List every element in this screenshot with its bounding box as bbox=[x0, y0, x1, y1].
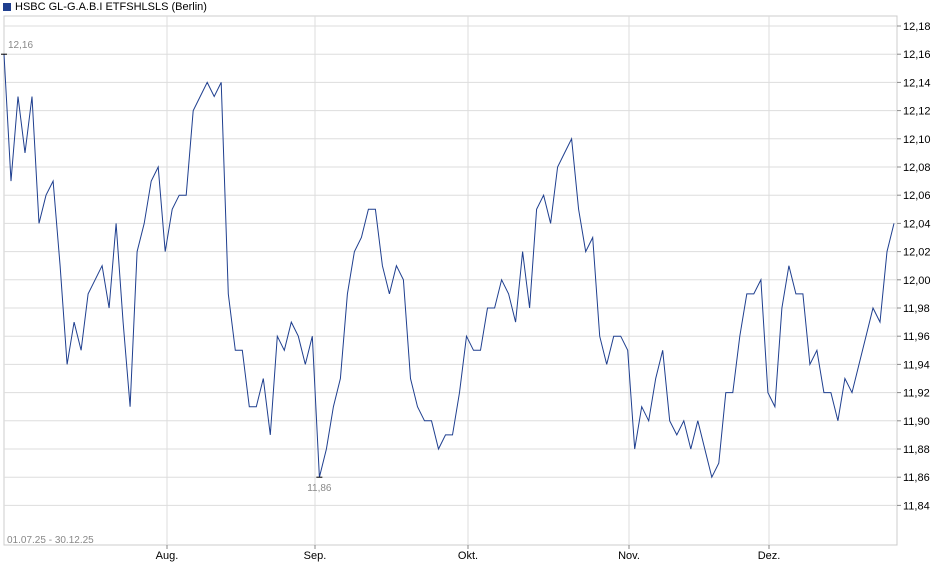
legend-label: HSBC GL-G.A.B.I ETFSHLSLS (Berlin) bbox=[15, 1, 207, 13]
y-tick-label: 12,04 bbox=[903, 218, 931, 230]
x-tick-label: Dez. bbox=[758, 550, 781, 562]
legend-swatch bbox=[3, 3, 11, 11]
min-annotation: 11,86 bbox=[307, 483, 332, 494]
y-tick-label: 11,90 bbox=[903, 416, 930, 428]
y-tick-label: 11,98 bbox=[903, 303, 930, 315]
y-tick-label: 11,96 bbox=[903, 331, 930, 343]
y-tick-label: 12,08 bbox=[903, 162, 931, 174]
y-tick-label: 11,92 bbox=[903, 388, 930, 400]
y-tick-label: 11,86 bbox=[903, 472, 930, 484]
series-line bbox=[3, 54, 895, 479]
date-range-label: 01.07.25 - 30.12.25 bbox=[7, 535, 94, 546]
x-tick-label: Okt. bbox=[458, 550, 478, 562]
y-tick-label: 12,00 bbox=[903, 275, 931, 287]
y-tick-label: 11,88 bbox=[903, 444, 930, 456]
y-tick-label: 12,10 bbox=[903, 134, 931, 146]
x-tick-label: Nov. bbox=[618, 550, 640, 562]
x-tick-label: Aug. bbox=[156, 550, 179, 562]
legend: HSBC GL-G.A.B.I ETFSHLSLS (Berlin) bbox=[3, 0, 207, 14]
y-tick-label: 12,14 bbox=[903, 77, 931, 89]
max-annotation: 12,16 bbox=[8, 40, 33, 51]
y-tick-label: 12,16 bbox=[903, 49, 931, 61]
plot-frame bbox=[3, 15, 898, 546]
y-tick-label: 12,06 bbox=[903, 190, 931, 202]
x-tick-label: Sep. bbox=[304, 550, 327, 562]
y-tick-label: 11,94 bbox=[903, 359, 930, 371]
y-tick-label: 11,84 bbox=[903, 500, 930, 512]
y-tick-label: 12,12 bbox=[903, 106, 931, 118]
y-tick-label: 12,18 bbox=[903, 21, 931, 33]
y-tick-label: 12,02 bbox=[903, 247, 931, 259]
